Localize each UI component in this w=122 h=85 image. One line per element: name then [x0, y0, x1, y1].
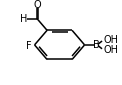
Text: F: F	[26, 41, 31, 51]
Text: B: B	[93, 40, 100, 50]
Text: H: H	[20, 14, 28, 24]
Text: OH: OH	[104, 35, 119, 45]
Text: OH: OH	[104, 45, 119, 55]
Text: O: O	[33, 0, 41, 10]
